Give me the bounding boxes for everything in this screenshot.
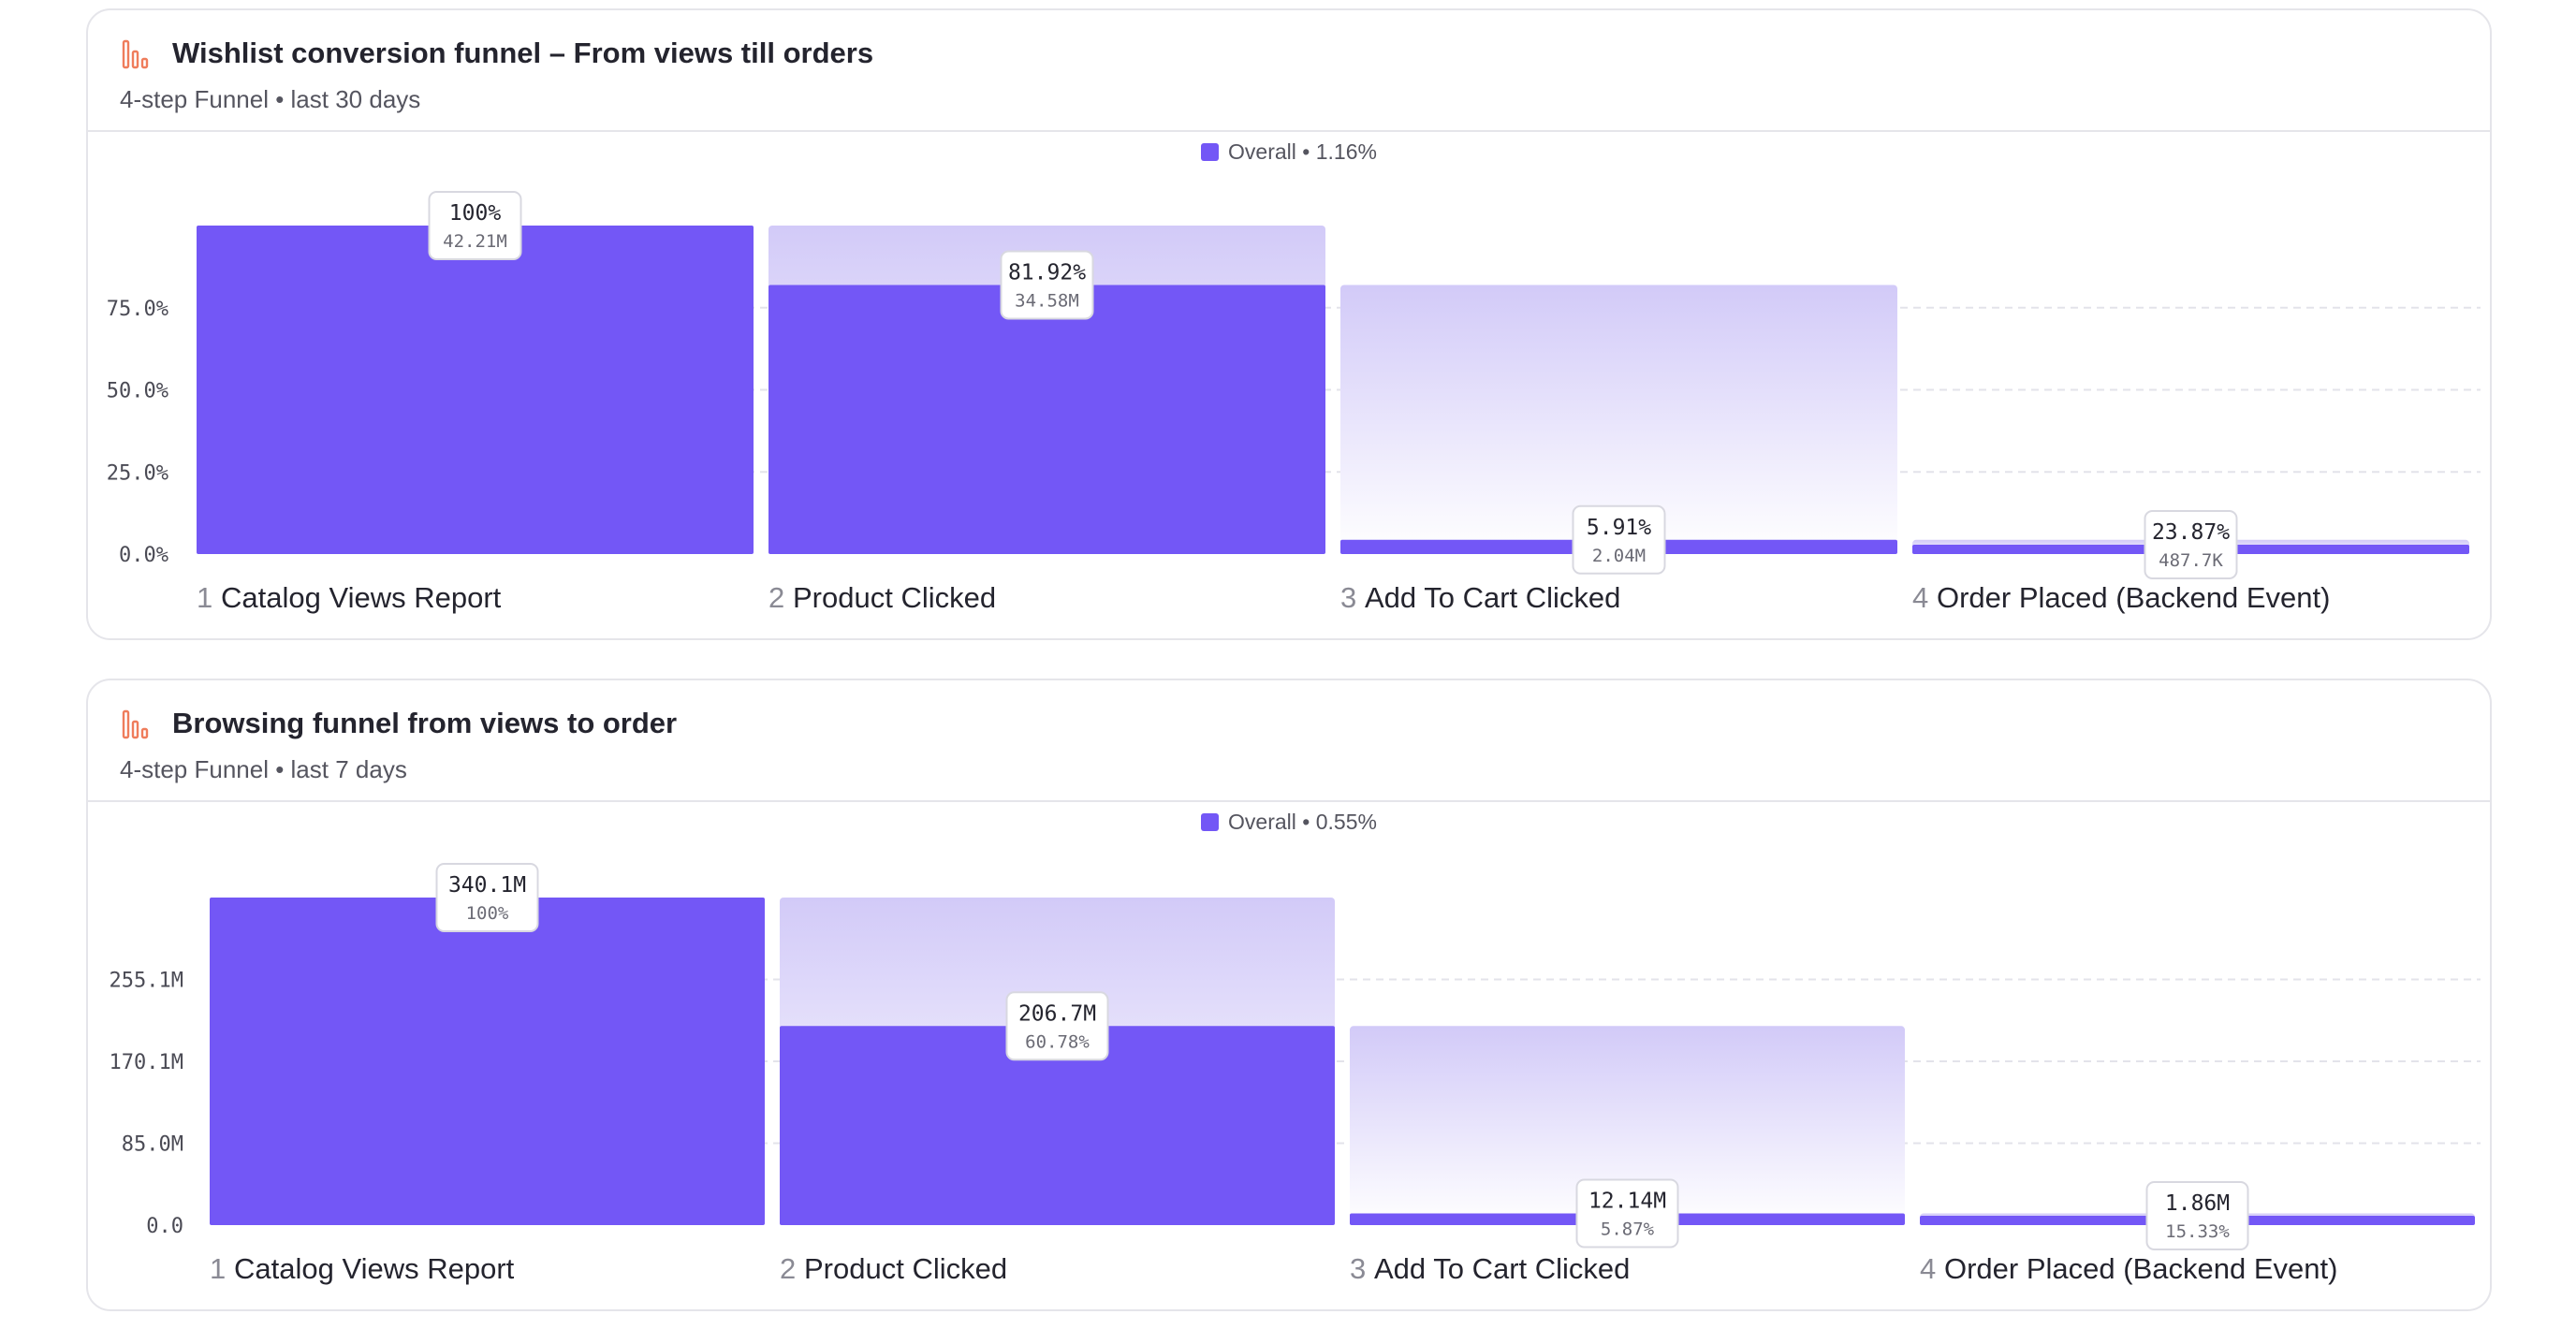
legend-swatch xyxy=(1201,813,1220,831)
step-label[interactable]: Add To Cart Clicked xyxy=(1374,1252,1630,1285)
label-box xyxy=(2144,510,2238,579)
label-primary: 5.91% xyxy=(1587,516,1651,540)
label-secondary: 15.33% xyxy=(2165,1221,2230,1242)
step-number: 3 xyxy=(1340,581,1356,614)
card-header: Browsing funnel from views to order 4-st… xyxy=(88,680,2490,802)
label-box xyxy=(428,191,522,260)
step-label[interactable]: Order Placed (Backend Event) xyxy=(1944,1252,2337,1285)
label-secondary: 2.04M xyxy=(1592,546,1646,566)
label-secondary: 5.87% xyxy=(1601,1219,1655,1240)
label-secondary: 34.58M xyxy=(1015,290,1079,311)
bar-value-label: 23.87% 487.7K xyxy=(2144,510,2238,579)
conversion-bar[interactable] xyxy=(197,226,754,554)
step-label[interactable]: Order Placed (Backend Event) xyxy=(1937,581,2330,614)
conversion-bar[interactable] xyxy=(210,898,765,1225)
step-number: 1 xyxy=(210,1252,226,1285)
label-primary: 23.87% xyxy=(2152,520,2230,545)
conversion-bar[interactable] xyxy=(768,285,1325,554)
label-secondary: 100% xyxy=(466,903,509,924)
step-label[interactable]: Catalog Views Report xyxy=(234,1252,515,1285)
label-box xyxy=(1005,991,1109,1061)
y-tick-label: 50.0% xyxy=(107,380,168,403)
bar-value-label: 12.14M 5.87% xyxy=(1575,1178,1679,1249)
bar-value-label: 100% 42.21M xyxy=(428,191,522,260)
chart-title[interactable]: Wishlist conversion funnel – From views … xyxy=(172,37,874,69)
step-number: 2 xyxy=(768,581,784,614)
dropoff-bar[interactable] xyxy=(1350,1026,1905,1225)
bar-value-label: 340.1M 100% xyxy=(435,863,539,932)
label-primary: 206.7M xyxy=(1018,1001,1096,1026)
legend-label: Overall • 0.55% xyxy=(1228,810,1377,834)
label-secondary: 42.21M xyxy=(443,231,507,252)
funnel-chart-icon xyxy=(122,709,149,739)
y-tick-label: 170.1M xyxy=(110,1051,183,1074)
label-box xyxy=(435,863,539,932)
legend-label: Overall • 1.16% xyxy=(1228,139,1377,164)
y-tick-label: 25.0% xyxy=(107,461,168,485)
chart-legend[interactable]: Overall • 1.16% xyxy=(88,139,2490,165)
chart-subtitle: 4-step Funnel • last 7 days xyxy=(120,755,407,783)
label-primary: 340.1M xyxy=(448,873,526,898)
label-primary: 81.92% xyxy=(1008,260,1086,285)
funnel-chart-icon xyxy=(122,39,149,69)
step-number: 1 xyxy=(197,581,212,614)
conversion-bar[interactable] xyxy=(780,1026,1335,1225)
chart-title[interactable]: Browsing funnel from views to order xyxy=(172,707,678,739)
bar-value-label: 5.91% 2.04M xyxy=(1572,504,1666,575)
step-number: 2 xyxy=(780,1252,796,1285)
funnel-card-wishlist: Wishlist conversion funnel – From views … xyxy=(86,8,2492,640)
label-primary: 12.14M xyxy=(1588,1190,1666,1214)
label-box xyxy=(1575,1178,1679,1249)
funnel-chart: 0.0% 25.0% 50.0% 75.0% 100% 42.21M 1 Catalog Vi… xyxy=(107,191,2481,614)
step-label[interactable]: Catalog Views Report xyxy=(221,581,502,614)
y-tick-label: 0.0 xyxy=(146,1215,183,1238)
y-tick-label: 255.1M xyxy=(110,969,183,992)
chart-subtitle: 4-step Funnel • last 30 days xyxy=(120,85,421,113)
y-tick-label: 75.0% xyxy=(107,298,168,321)
step-number: 4 xyxy=(1912,581,1928,614)
step-number: 3 xyxy=(1350,1252,1366,1285)
label-box xyxy=(2145,1181,2249,1250)
funnel-chart: 0.0 85.0M 170.1M 255.1M 340.1M 100% 1 Catalog V… xyxy=(110,863,2481,1285)
bar-value-label: 206.7M 60.78% xyxy=(1005,991,1109,1061)
bar-value-label: 81.92% 34.58M xyxy=(1000,250,1094,320)
label-primary: 1.86M xyxy=(2165,1191,2230,1216)
y-tick-label: 85.0M xyxy=(122,1133,183,1157)
label-secondary: 487.7K xyxy=(2159,550,2223,571)
chart-legend[interactable]: Overall • 0.55% xyxy=(88,810,2490,835)
funnel-card-browsing: Browsing funnel from views to order 4-st… xyxy=(86,679,2492,1311)
label-primary: 100% xyxy=(449,201,502,226)
step-label[interactable]: Add To Cart Clicked xyxy=(1365,581,1620,614)
y-tick-label: 0.0% xyxy=(119,544,168,567)
legend-swatch xyxy=(1201,143,1220,161)
label-box xyxy=(1000,250,1094,320)
step-label[interactable]: Product Clicked xyxy=(793,581,996,614)
step-number: 4 xyxy=(1920,1252,1936,1285)
label-box xyxy=(1572,504,1666,575)
dropoff-bar[interactable] xyxy=(1340,285,1897,554)
bar-value-label: 1.86M 15.33% xyxy=(2145,1181,2249,1250)
card-header: Wishlist conversion funnel – From views … xyxy=(88,10,2490,132)
label-secondary: 60.78% xyxy=(1025,1031,1090,1052)
step-label[interactable]: Product Clicked xyxy=(804,1252,1007,1285)
